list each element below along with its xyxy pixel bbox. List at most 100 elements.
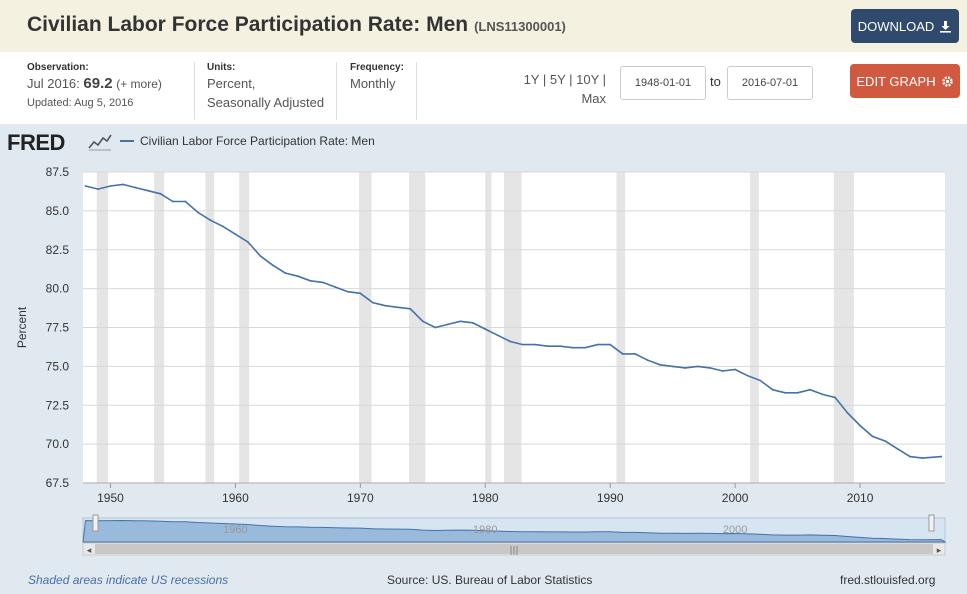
navigator-series [82, 519, 947, 543]
data-point [334, 286, 337, 288]
end-date-input[interactable]: 2016-07-01 [727, 66, 813, 100]
data-point [596, 343, 599, 346]
navigator-handle-left [92, 514, 99, 532]
data-point [371, 301, 374, 304]
data-point [84, 185, 87, 187]
data-point [409, 307, 412, 310]
data-point [809, 388, 811, 391]
scroll-right-icon: ▸ [937, 546, 942, 556]
scrollbar-thumb [95, 544, 933, 554]
data-point [846, 412, 849, 414]
line-chart: 87.5 85.0 82.5 80.0 77.5 75.0 72.5 70.0 67.5 1950… [15, 165, 947, 556]
data-point [97, 188, 99, 191]
scroll-grip-icon: ||| [509, 546, 518, 556]
download-button[interactable]: DOWNLOAD [851, 9, 959, 43]
data-point [909, 455, 911, 458]
frequency-block: Frequency: Monthly [350, 62, 404, 92]
divider [194, 62, 195, 120]
data-point [646, 359, 649, 362]
observation-date: Jul 2016: [27, 76, 80, 91]
units-label: Units: [207, 62, 236, 73]
data-point [484, 328, 487, 330]
data-point [940, 455, 943, 458]
data-point [122, 183, 124, 186]
data-point [346, 290, 349, 293]
range-selector[interactable]: 1Y | 5Y | 10Y | Max [523, 72, 606, 106]
data-point [172, 200, 174, 203]
navigator-label: 1960 [223, 524, 247, 536]
units-line1: Percent, [207, 76, 256, 91]
data-point [896, 447, 899, 450]
x-tick-label: 1980 [472, 491, 499, 505]
data-point [734, 368, 737, 371]
data-point [859, 424, 861, 427]
data-point [571, 346, 574, 349]
data-point [621, 353, 624, 355]
divider [336, 62, 337, 120]
x-tick-label: 2000 [722, 491, 749, 505]
y-tick-label: 87.5 [46, 165, 70, 179]
observation-label: Observation: [27, 62, 89, 73]
data-point [434, 326, 437, 329]
y-tick-label: 82.5 [46, 243, 70, 257]
data-point [721, 370, 724, 372]
y-tick-label: 77.5 [46, 321, 70, 335]
data-point [471, 321, 474, 324]
data-point [134, 186, 137, 189]
data-point [359, 292, 362, 295]
data-point [884, 440, 886, 442]
gear-icon [941, 75, 953, 87]
site-link[interactable]: fred.stlouisfed.org [840, 573, 936, 587]
data-point [921, 457, 924, 460]
updated-date: Updated: Aug 5, 2016 [27, 97, 134, 109]
data-point [659, 363, 662, 366]
to-label: to [710, 74, 721, 89]
data-point [247, 241, 249, 243]
data-point [746, 374, 749, 377]
y-tick-label: 70.0 [46, 437, 70, 451]
scroll-left-icon: ◂ [87, 546, 92, 556]
edit-graph-label: EDIT GRAPH [856, 73, 936, 89]
units-block: Units: Percent, Seasonally Adjusted [207, 62, 324, 111]
x-tick-label: 1960 [222, 491, 249, 505]
navigator-handle-right [928, 514, 935, 532]
data-point [284, 272, 287, 274]
y-tick-label: 75.0 [46, 359, 70, 373]
y-axis-label: Percent [15, 306, 29, 348]
data-point [309, 279, 312, 282]
legend-swatch [120, 140, 134, 142]
data-point [609, 343, 612, 346]
data-point [546, 345, 549, 348]
data-point [421, 320, 424, 323]
download-label: DOWNLOAD [857, 18, 935, 34]
x-tick-label: 1950 [97, 491, 124, 505]
data-point [696, 365, 699, 368]
edit-graph-button[interactable]: EDIT GRAPH [850, 64, 960, 98]
navigator-label: 1980 [473, 524, 497, 536]
start-date-input[interactable]: 1948-01-01 [620, 66, 706, 100]
data-point [259, 255, 262, 257]
y-tick-label: 67.5 [46, 476, 70, 490]
data-point [834, 396, 836, 399]
data-point [521, 343, 524, 346]
data-point [321, 281, 324, 284]
info-bar: Observation: Jul 2016: 69.2 (+ more) Upd… [0, 52, 967, 124]
data-point [197, 211, 199, 214]
data-point [784, 391, 786, 394]
data-point [396, 306, 399, 309]
data-point [796, 391, 799, 394]
recession-note: Shaded areas indicate US recessions [28, 573, 229, 587]
data-point [534, 343, 537, 346]
download-icon [940, 20, 952, 33]
navigator-label: 2000 [723, 524, 747, 536]
data-point [296, 275, 299, 278]
data-point [671, 365, 674, 368]
x-tick-label: 1990 [597, 491, 624, 505]
observation-more-link[interactable]: (+ more) [116, 77, 162, 91]
series-id: (LNS11300001) [474, 19, 566, 34]
source-note: Source: US. Bureau of Labor Statistics [387, 573, 593, 587]
x-tick-label: 2010 [847, 491, 874, 505]
observation-block: Observation: Jul 2016: 69.2 (+ more) Upd… [27, 62, 162, 112]
data-point [559, 345, 562, 348]
y-tick-label: 72.5 [46, 398, 70, 412]
